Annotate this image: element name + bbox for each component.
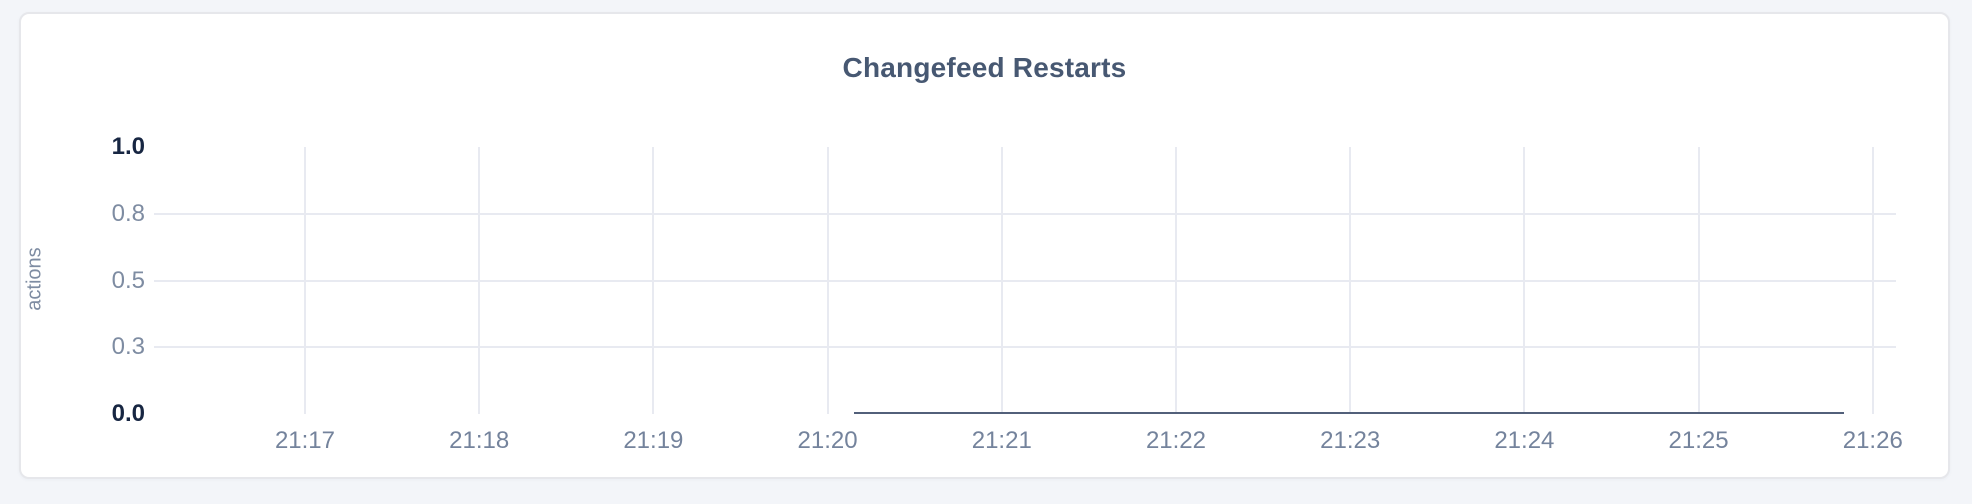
x-tick-label: 21:24 xyxy=(1494,427,1555,454)
y-tick-label: 0.0 xyxy=(111,400,145,427)
plot-area[interactable] xyxy=(154,147,1896,414)
y-gridline xyxy=(154,212,1896,215)
chart-card: Changefeed Restarts actions 1.0 0.8 0.5 0.3… xyxy=(19,12,1950,479)
x-tick-label: 21:22 xyxy=(1145,427,1206,454)
chart-title: Changefeed Restarts xyxy=(842,52,1127,83)
y-gridline xyxy=(154,346,1896,349)
x-tick-label: 21:18 xyxy=(449,427,510,454)
x-axis: 21:17 21:18 21:19 21:20 21:21 21:22 21:23 21:24… xyxy=(154,427,1903,457)
x-tick-label: 21:20 xyxy=(797,427,858,454)
y-tick-label: 0.8 xyxy=(111,199,145,227)
x-tick-label: 21:25 xyxy=(1668,427,1729,454)
series-line xyxy=(853,412,1844,414)
y-axis: 1.0 0.8 0.5 0.3 0.0 xyxy=(21,133,145,427)
y-gridline xyxy=(154,279,1896,282)
x-tick-label: 21:19 xyxy=(623,427,684,454)
x-tick-label: 21:23 xyxy=(1320,427,1381,454)
y-tick-label: 1.0 xyxy=(111,133,145,160)
x-tick-label: 21:26 xyxy=(1842,427,1903,454)
x-tick-label: 21:17 xyxy=(274,427,335,454)
x-tick-label: 21:21 xyxy=(971,427,1032,454)
y-tick-label: 0.3 xyxy=(111,333,145,361)
y-tick-label: 0.5 xyxy=(111,266,145,294)
